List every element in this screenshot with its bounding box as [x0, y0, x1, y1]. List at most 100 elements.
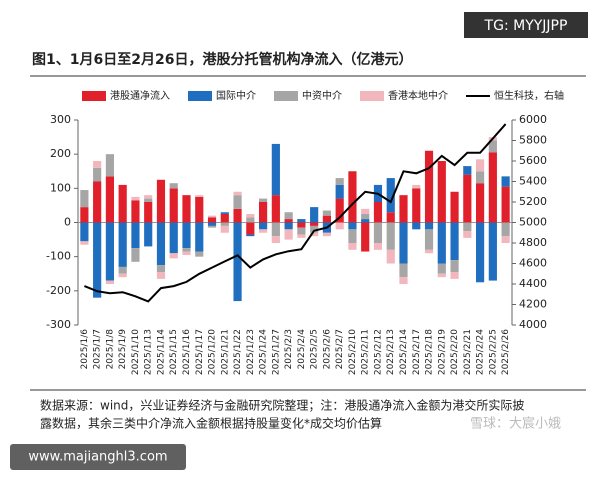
bar	[131, 222, 140, 249]
bar	[373, 202, 383, 223]
bar	[207, 215, 217, 218]
bar	[284, 229, 293, 240]
bar	[105, 154, 114, 177]
x-tick-label: 2025/1/6	[80, 329, 90, 370]
x-tick-label: 2025/2/12	[373, 329, 383, 375]
y-tick-label: -100	[46, 250, 71, 263]
source-note: 露数据，其余三类中介净流入金额根据持股量变化*成交均价估算	[40, 416, 382, 431]
y2-tick-label: 5000	[519, 216, 547, 229]
x-tick-label: 2025/2/4	[297, 329, 307, 370]
bar	[105, 176, 114, 223]
bar	[118, 184, 127, 223]
bar	[118, 222, 127, 267]
bar	[156, 179, 166, 223]
bar	[424, 150, 434, 223]
x-tick-label: 2025/2/24	[476, 329, 486, 375]
bar	[207, 225, 217, 228]
x-tick-label: 2025/1/24	[259, 329, 269, 375]
bar	[271, 222, 280, 237]
y2-tick-label: 6000	[519, 113, 547, 126]
x-tick-label: 2025/2/17	[412, 329, 422, 375]
x-tick-label: 2025/2/20	[450, 329, 460, 375]
x-tick-label: 2025/2/11	[361, 329, 371, 375]
bar	[437, 161, 446, 223]
bar	[399, 195, 408, 223]
bar	[105, 222, 114, 281]
bar	[144, 195, 153, 199]
bar	[424, 249, 434, 254]
bar	[297, 234, 306, 238]
bar	[386, 212, 395, 223]
source-note: 数据来源：wind，兴业证券经济与金融研究院整理；注：港股通净流入金额为港交所实…	[40, 398, 524, 413]
bar	[182, 195, 191, 223]
bar	[93, 181, 102, 223]
bar	[271, 143, 280, 196]
bar	[105, 280, 114, 284]
x-tick-label: 2025/2/26	[501, 329, 511, 375]
bar	[297, 227, 306, 235]
bar	[284, 219, 293, 223]
bar	[463, 174, 472, 223]
bar	[437, 263, 446, 274]
y2-tick-label: 5400	[519, 175, 547, 188]
x-tick-label: 2025/2/10	[348, 329, 358, 375]
y2-tick-label: 4200	[519, 298, 547, 311]
bar	[80, 222, 89, 242]
bar	[220, 213, 229, 223]
bar	[335, 222, 344, 230]
bar	[450, 191, 459, 223]
x-tick-label: 2025/2/6	[322, 329, 332, 370]
bar	[348, 171, 357, 223]
bar	[412, 188, 421, 223]
bar	[322, 232, 331, 237]
bar	[93, 167, 102, 182]
bar	[207, 217, 217, 223]
bar	[169, 188, 178, 223]
x-tick-label: 2025/1/7	[93, 329, 103, 369]
bar	[361, 208, 370, 214]
bar	[501, 176, 510, 187]
line	[84, 123, 507, 303]
bar	[80, 207, 89, 223]
x-tick-label: 2025/1/16	[182, 329, 192, 375]
bar	[118, 273, 127, 278]
bar	[118, 266, 127, 274]
bar	[259, 202, 268, 223]
legend-label: 香港本地中介	[388, 89, 448, 102]
bar	[182, 251, 191, 255]
bar	[207, 222, 217, 226]
bar	[156, 272, 166, 279]
x-tick-label: 2025/1/27	[271, 329, 281, 375]
x-tick-label: 2025/1/15	[169, 329, 179, 375]
y-tick-label: 0	[64, 216, 71, 229]
x-tick-label: 2025/1/8	[105, 329, 115, 370]
bar	[246, 213, 255, 218]
bar	[322, 215, 331, 223]
legend-swatch	[360, 91, 384, 101]
bar	[424, 229, 434, 250]
bar	[182, 222, 191, 249]
bar	[310, 232, 319, 237]
x-tick-label: 2025/2/21	[463, 329, 473, 375]
bar	[144, 202, 153, 223]
bar	[373, 222, 383, 243]
bar	[271, 195, 280, 223]
y2-tick-label: 5600	[519, 154, 547, 167]
legend-swatch	[82, 91, 106, 101]
bar	[284, 212, 293, 220]
bar	[156, 222, 166, 266]
bar	[182, 248, 191, 252]
bar	[348, 229, 357, 243]
bar	[476, 183, 485, 223]
watermark-box	[10, 444, 186, 470]
bar	[169, 183, 178, 189]
bar	[399, 263, 408, 278]
x-tick-label: 2025/1/17	[195, 329, 205, 375]
bar	[131, 200, 140, 223]
y-tick-label: 100	[50, 181, 71, 194]
bar	[195, 222, 204, 252]
bar	[271, 236, 280, 243]
bar	[424, 222, 434, 230]
bar	[386, 178, 395, 213]
bar	[259, 222, 268, 230]
